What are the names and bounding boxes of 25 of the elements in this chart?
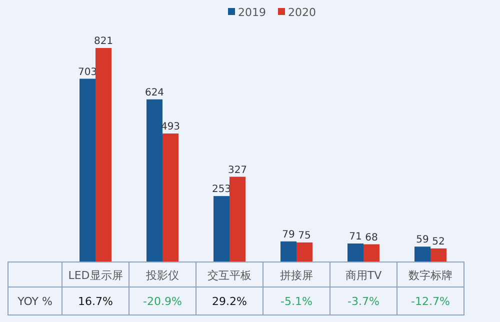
- x-tick-label: 数字标牌: [408, 269, 452, 282]
- x-tick-label: 投影仪: [145, 269, 179, 282]
- x-tick-label: 商用TV: [345, 269, 382, 282]
- text: -12.7%: [411, 295, 450, 308]
- data-label: 253: [212, 184, 232, 196]
- text: 29.2%: [212, 295, 247, 308]
- text: -3.7%: [348, 295, 380, 308]
- data-label: 75: [298, 230, 311, 242]
- x-tick-label: 交互平板: [208, 269, 252, 282]
- data-label: 59: [416, 234, 429, 246]
- data-label: 624: [144, 87, 164, 98]
- text: 16.7%: [78, 295, 113, 308]
- x-tick-label: LED显示屏: [68, 269, 123, 282]
- text: YOY %: [16, 295, 52, 308]
- legend-label: 2020: [288, 6, 316, 19]
- text: -5.1%: [280, 295, 312, 308]
- data-label: 327: [228, 164, 248, 176]
- data-label: 68: [365, 232, 378, 244]
- x-tick-label: 拼接屏: [280, 269, 313, 282]
- data-label: 52: [432, 236, 445, 248]
- legend-label: 2019: [238, 6, 266, 19]
- data-label: 821: [94, 36, 114, 47]
- text: -20.9%: [143, 295, 182, 308]
- data-label: 71: [349, 231, 362, 242]
- data-label: 79: [282, 229, 295, 240]
